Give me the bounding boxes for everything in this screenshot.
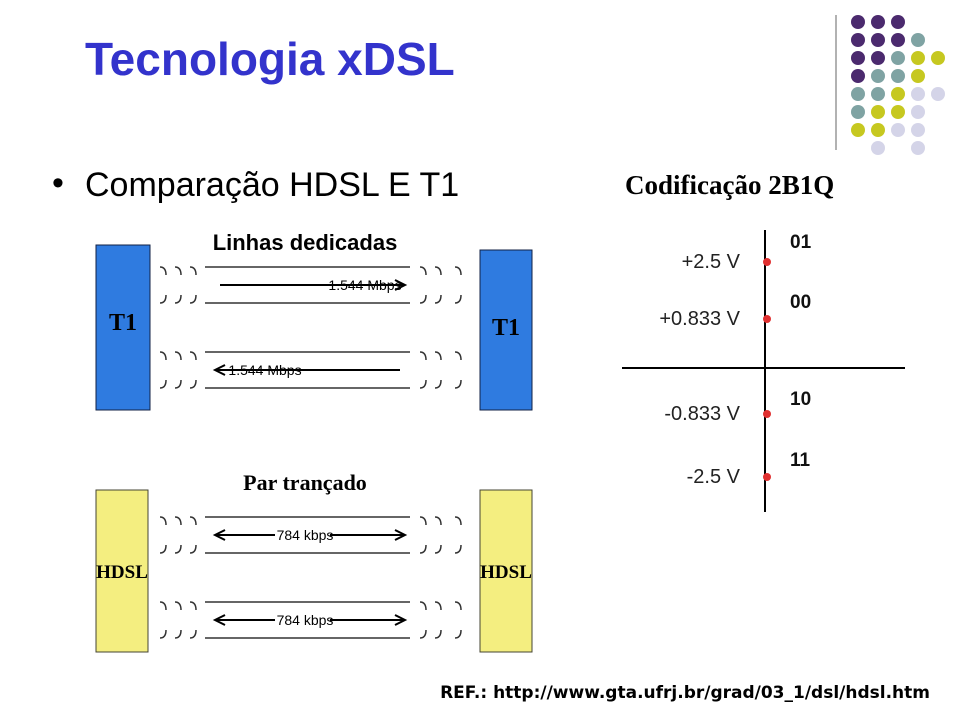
decoration-dots	[851, 15, 945, 155]
hdsl-diagram: Par trançado HDSL HDSL 784 kbps 784 kbps	[95, 470, 533, 653]
bullet-mark: •	[52, 164, 64, 202]
title: Tecnologia xDSL	[85, 33, 455, 85]
dot	[891, 33, 905, 47]
connector	[174, 351, 182, 389]
dot	[871, 87, 885, 101]
arrow	[212, 614, 275, 626]
connector	[434, 351, 442, 389]
dot	[911, 105, 925, 119]
coding-title: Codificação 2B1Q	[625, 170, 834, 200]
dot	[871, 69, 885, 83]
bits-label: 11	[790, 450, 811, 471]
box	[95, 244, 151, 411]
connector	[419, 351, 427, 389]
dot	[871, 123, 885, 137]
box-label: HDSL	[96, 562, 148, 583]
rate-label: 784 kbps	[277, 527, 334, 543]
dot	[891, 15, 905, 29]
connector	[189, 601, 197, 639]
arrow	[220, 279, 408, 291]
dot	[871, 141, 885, 155]
arrow	[330, 614, 408, 626]
box-label: T1	[109, 310, 137, 336]
reference: REF.: http://www.gta.ufrj.br/grad/03_1/d…	[440, 683, 930, 703]
connector	[159, 266, 167, 304]
connector	[189, 351, 197, 389]
dot	[871, 51, 885, 65]
rate-label: 1.544 Mbps	[328, 277, 401, 293]
level-dot	[763, 315, 771, 323]
dot	[851, 33, 865, 47]
arrow	[330, 529, 408, 541]
level-dot	[763, 473, 771, 481]
dot	[851, 123, 865, 137]
box	[479, 249, 533, 411]
voltage-label: +0.833 V	[659, 308, 740, 330]
voltage-label: -2.5 V	[687, 466, 741, 488]
dot	[871, 33, 885, 47]
dot	[891, 69, 905, 83]
dot	[931, 51, 945, 65]
bits-label: 10	[790, 389, 811, 410]
level-dot	[763, 410, 771, 418]
connector	[159, 351, 167, 389]
connector	[174, 266, 182, 304]
diagram-label: Par trançado	[243, 470, 367, 495]
connector	[454, 351, 462, 389]
box	[95, 489, 149, 653]
connector	[419, 266, 427, 304]
connector	[454, 516, 462, 554]
dot	[891, 123, 905, 137]
dot	[911, 141, 925, 155]
arrow	[212, 364, 400, 376]
connector	[189, 516, 197, 554]
dot	[891, 105, 905, 119]
box-label: T1	[492, 315, 520, 341]
dot	[851, 51, 865, 65]
connector	[419, 516, 427, 554]
dot	[871, 105, 885, 119]
dot	[851, 15, 865, 29]
bits-label: 00	[790, 292, 811, 313]
dot	[891, 87, 905, 101]
connector	[174, 516, 182, 554]
bits-label: 01	[790, 232, 812, 253]
dot	[851, 105, 865, 119]
connector	[189, 266, 197, 304]
connector	[159, 601, 167, 639]
voltage-label: -0.833 V	[664, 403, 740, 425]
t1-diagram: Linhas dedicadas T1 T1 1.544 Mbps 1.544 M…	[95, 230, 533, 411]
dot	[851, 87, 865, 101]
box	[479, 489, 533, 653]
rate-label: 784 kbps	[277, 612, 334, 628]
arrow	[212, 529, 275, 541]
dot	[931, 87, 945, 101]
connector	[434, 516, 442, 554]
connector	[159, 516, 167, 554]
dot	[911, 69, 925, 83]
dot	[851, 69, 865, 83]
diagram-label: Linhas dedicadas	[213, 230, 398, 255]
dot	[911, 87, 925, 101]
connector	[419, 601, 427, 639]
dot	[911, 51, 925, 65]
box-label: HDSL	[480, 562, 532, 583]
rate-label: 1.544 Mbps	[228, 362, 301, 378]
connector	[174, 601, 182, 639]
bullet: Comparação HDSL E T1	[85, 166, 459, 204]
dot	[911, 33, 925, 47]
dot	[891, 51, 905, 65]
level-dot	[763, 258, 771, 266]
coding-diagram: Codificação 2B1Q +2.5 V 01 +0.833 V 00 -0.83…	[622, 170, 905, 512]
dot	[911, 123, 925, 137]
dot	[871, 15, 885, 29]
connector	[434, 601, 442, 639]
voltage-label: +2.5 V	[682, 251, 741, 273]
connector	[434, 266, 442, 304]
connector	[454, 601, 462, 639]
connector	[454, 266, 462, 304]
